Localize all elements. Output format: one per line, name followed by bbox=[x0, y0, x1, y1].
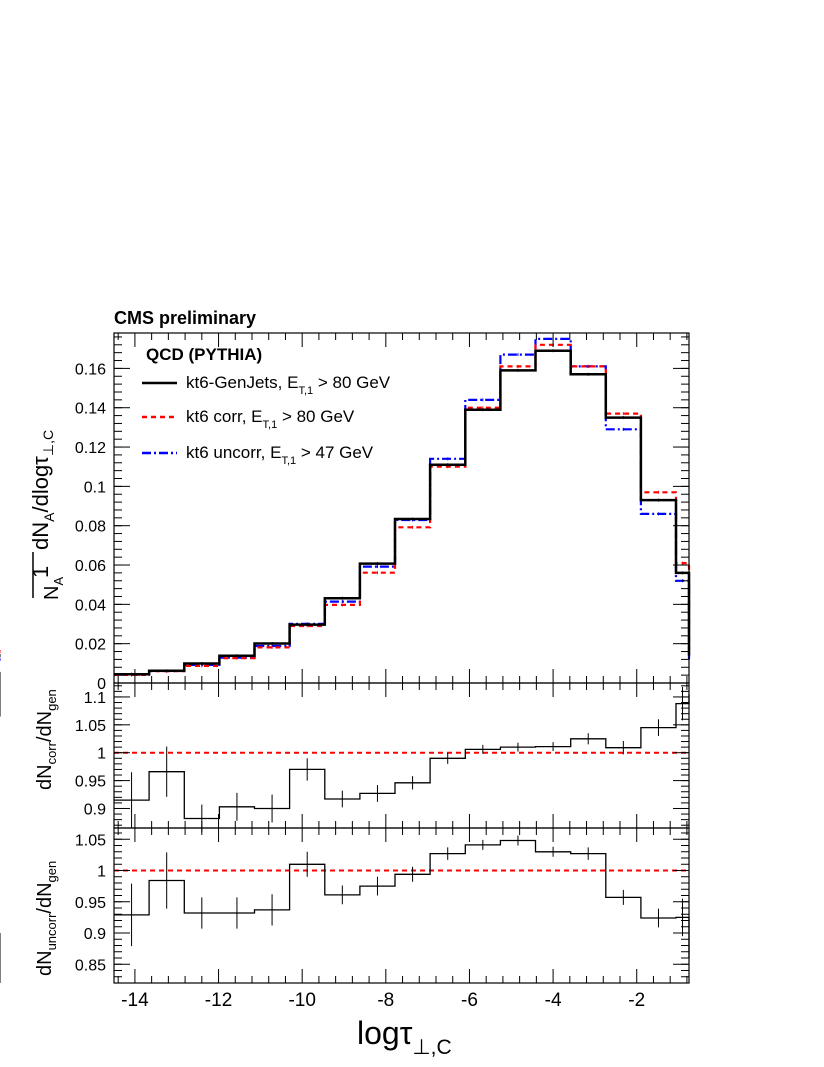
y-tick-label: 0.02 bbox=[75, 637, 106, 654]
ratio-uncorr-panel: 0.85 0.9 0.95 1 1.05 -14 -12 -10 -8 -6 -4 -2 dNunc… bbox=[0, 827, 690, 1059]
y-tick-label: 1.05 bbox=[75, 832, 106, 849]
y-tick-label: 1 bbox=[97, 746, 106, 763]
ratio-uncorr-plot-area bbox=[0, 835, 690, 983]
legend-entry-uncorr: kt6 uncorr, ET,1 > 47 GeV bbox=[142, 443, 374, 467]
x-tick-label: -6 bbox=[461, 990, 478, 1011]
ratio-uncorr-ratio-line bbox=[114, 839, 690, 958]
legend-entry-gen: kt6-GenJets, ET,1 > 80 GeV bbox=[142, 373, 391, 397]
y-tick-label: 0.95 bbox=[75, 774, 106, 791]
ratio-corr-y-axis: 0.9 0.95 1 1.05 1.1 bbox=[75, 683, 689, 828]
y-tick-label: 1.05 bbox=[75, 718, 106, 735]
cms-preliminary-label: CMS preliminary bbox=[114, 308, 256, 328]
y-tick-label: 0.9 bbox=[84, 801, 106, 818]
legend-title: QCD (PYTHIA) bbox=[146, 345, 262, 364]
y-tick-label-zero: 0 bbox=[97, 676, 106, 693]
legend-label-gen: kt6-GenJets, ET,1 > 80 GeV bbox=[186, 373, 391, 397]
ratio-corr-frame bbox=[113, 682, 690, 829]
x-tick-label: -4 bbox=[545, 990, 562, 1011]
ratio-corr-y-axis-title: dNcorr/dNgen bbox=[34, 689, 59, 790]
ratio-uncorr-y-axis-title: dNuncorr/dNgen bbox=[34, 861, 59, 976]
y-tick-label: 0.1 bbox=[84, 479, 106, 496]
legend-label-uncorr: kt6 uncorr, ET,1 > 47 GeV bbox=[186, 443, 374, 467]
x-tick-label: -14 bbox=[121, 990, 149, 1011]
y-tick-label: 1 bbox=[97, 864, 106, 881]
y-tick-label: 0.08 bbox=[75, 519, 106, 536]
y-tick-label: 0.14 bbox=[75, 401, 106, 418]
legend: QCD (PYTHIA) kt6-GenJets, ET,1 > 80 GeV … bbox=[142, 345, 391, 467]
y-tick-label: 0.16 bbox=[75, 361, 106, 378]
main-y-axis-title-denominator: NA bbox=[41, 577, 66, 600]
y-tick-label: 1.1 bbox=[84, 690, 106, 707]
y-tick-label: 0.12 bbox=[75, 440, 106, 457]
y-tick-label: 0.85 bbox=[75, 957, 106, 974]
y-tick-label: 0.04 bbox=[75, 597, 106, 614]
ratio-uncorr-y-axis: 0.85 0.9 0.95 1 1.05 bbox=[75, 828, 689, 984]
y-tick-label: 0.95 bbox=[75, 895, 106, 912]
y-tick-label: 0.9 bbox=[84, 926, 106, 943]
ratio-corr-panel: 0.9 0.95 1 1.05 1.1 dNcorr/dNgen bbox=[0, 671, 690, 833]
main-y-axis-title-numerator: 1 bbox=[28, 566, 53, 578]
series-corr-line bbox=[114, 343, 691, 676]
y-tick-label: 0.06 bbox=[75, 558, 106, 575]
main-panel: 0.02 0.04 0.06 0.08 0.1 0.12 0.14 0.16 0 1 NA dN… bbox=[0, 332, 691, 693]
main-y-axis-title-derivative: dNA/dlogτ⊥,C bbox=[28, 430, 57, 550]
x-tick-label: -8 bbox=[377, 990, 394, 1011]
ratio-uncorr-frame bbox=[113, 827, 690, 984]
x-axis-title: logτ⊥,C bbox=[357, 1015, 452, 1059]
main-y-axis: 0.02 0.04 0.06 0.08 0.1 0.12 0.14 0.16 0 bbox=[75, 333, 689, 693]
main-y-axis-title: 1 NA dNA/dlogτ⊥,C bbox=[28, 430, 66, 600]
series-gen-line bbox=[114, 349, 691, 676]
ratio-corr-ratio-line bbox=[114, 694, 690, 820]
x-tick-label: -12 bbox=[205, 990, 232, 1011]
legend-label-corr: kt6 corr, ET,1 > 80 GeV bbox=[186, 407, 355, 431]
x-tick-label: -2 bbox=[628, 990, 645, 1011]
x-axis: -14 -12 -10 -8 -6 -4 -2 bbox=[121, 990, 645, 1011]
legend-entry-corr: kt6 corr, ET,1 > 80 GeV bbox=[142, 407, 355, 431]
x-tick-label: -10 bbox=[288, 990, 315, 1011]
